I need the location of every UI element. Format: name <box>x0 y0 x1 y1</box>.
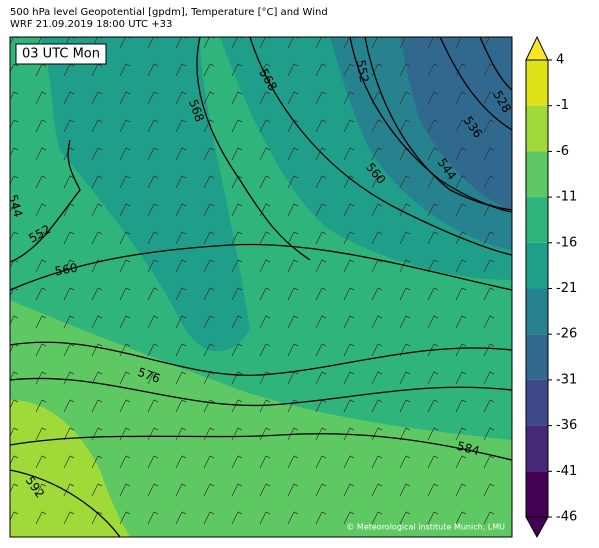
colorbar-tick-label: -6 <box>556 144 569 159</box>
contour <box>10 377 512 407</box>
title: 500 hPa level Geopotential [gpdm], Tempe… <box>10 7 328 18</box>
contour <box>10 139 81 263</box>
colorbar-band <box>526 151 548 198</box>
map-area: 568 568 552 552 544 544 560 560 576 584 … <box>6 37 512 537</box>
contour-label: 552 <box>354 59 372 84</box>
colorbar-band <box>526 242 548 289</box>
contour <box>10 243 512 291</box>
credit: © Meteorological Institute Munich, LMU <box>346 523 505 532</box>
contour-label: 560 <box>54 261 79 279</box>
contour <box>479 37 512 91</box>
contour <box>249 37 512 256</box>
contour <box>196 37 311 261</box>
contour-label: 584 <box>455 439 481 458</box>
colorbar-band <box>526 334 548 380</box>
subtitle: WRF 21.09.2019 18:00 UTC +33 <box>10 19 172 30</box>
colorbar-tick-label: -41 <box>556 464 577 479</box>
time-label: 03 UTC Mon <box>22 47 100 62</box>
colorbar-tick-label: -16 <box>556 235 577 250</box>
contour <box>364 37 512 211</box>
colorbar-tick-label: -11 <box>556 190 577 205</box>
colorbar-band <box>526 471 548 517</box>
wind-barbs <box>10 37 512 537</box>
colorbar-band <box>526 60 548 106</box>
colorbar-tick-label: -36 <box>556 418 577 433</box>
contour <box>10 469 121 537</box>
colorbar-tick-label: 4 <box>556 53 564 68</box>
colorbar-band <box>526 105 548 152</box>
colorbar-band <box>526 379 548 426</box>
colorbar-tick-label: -31 <box>556 372 577 387</box>
contour <box>10 433 512 461</box>
colorbar-extend <box>525 35 549 61</box>
map-frame <box>9 36 513 538</box>
colorbar-extend <box>525 516 549 539</box>
contour <box>10 341 512 376</box>
colorbar-band <box>526 197 548 243</box>
colorbar-band <box>526 425 548 472</box>
contour <box>439 37 512 131</box>
colorbar-tick-label: -26 <box>556 327 577 342</box>
colorbar-tick-label: -1 <box>556 98 569 113</box>
time-box <box>15 43 107 65</box>
contour-label: 544 <box>6 193 25 219</box>
colorbar-tick-label: -21 <box>556 281 577 296</box>
colorbar-tick-label: -46 <box>556 510 577 525</box>
colorbar-band <box>526 288 548 335</box>
